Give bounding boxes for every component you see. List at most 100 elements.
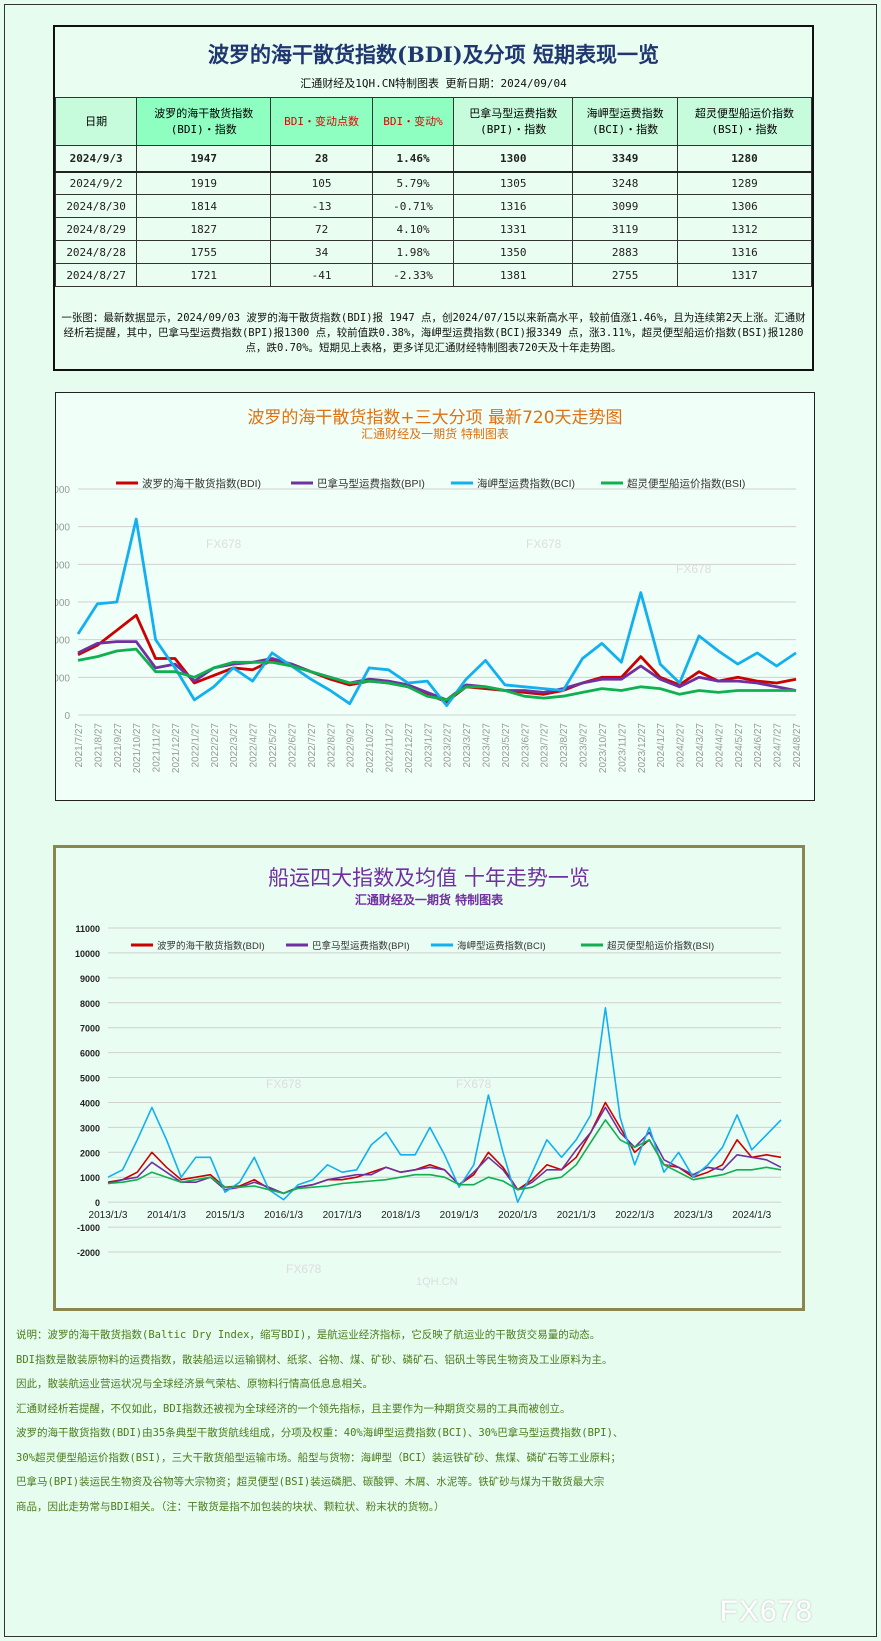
fx678-watermark: FX678 [266,1077,302,1091]
x-tick-label: 2022/12/27 [404,723,415,773]
x-tick-label: 2022/9/27 [346,723,357,768]
table-cell: 1721 [136,263,272,287]
note-line: 巴拿马(BPI)装运民生物资及谷物等大宗物资；超灵便型(BSI)装运磷肥、碳酸钾… [16,1476,605,1488]
legend-label: 巴拿马型运费指数(BPI) [317,477,425,490]
note-line: 商品，因此走势常与BDI相关。（注：干散货是指不加包装的块状、颗粒状、粉末状的货… [16,1500,445,1513]
legend-label: 波罗的海干散货指数(BDI) [142,477,261,490]
fx678-watermark: FX678 [286,1262,322,1276]
y-tick-label: 0 [64,711,70,722]
x-tick-label: 2022/1/3 [615,1210,654,1221]
table-cell: 2024/8/30 [54,194,138,218]
summary-text: 一张图：最新数据显示，2024/09/03 波罗的海干散货指数(BDI)报 19… [61,312,806,354]
note-line: 因此，散装航运业营运状况与全球经济景气荣枯、原物料行情高低息息相关。 [16,1378,373,1390]
x-tick-label: 2023/6/27 [520,723,531,768]
table-row: 2024/8/27 1721 -41 -2.33% 1381 2755 1317 [54,263,813,287]
x-tick-label: 2023/12/27 [637,723,648,773]
x-tick-label: 2021/7/27 [74,723,85,768]
column-header: 巴拿马型运费指数 (BPI)・指数 [453,97,574,146]
x-tick-label: 2021/10/27 [132,723,143,773]
table-cell: 1316 [676,240,813,264]
table-cell: 3119 [572,217,678,241]
legend-label: 海岬型运费指数(BCI) [477,477,575,490]
table-cell: -13 [270,194,373,218]
x-tick-label: 2022/4/27 [249,723,260,768]
table-cell: 1350 [453,240,574,264]
x-tick-label: 2024/1/3 [732,1210,771,1221]
x-tick-label: 2024/4/27 [714,723,725,768]
table-cell: -41 [270,263,373,287]
x-tick-label: 2021/1/3 [557,1210,596,1221]
chart-ten-year: 船运四大指数及均值 十年走势一览 汇通财经及一期货 特制图表 -2000 -100… [53,845,805,1311]
table-cell: 1755 [136,240,272,264]
x-tick-label: 2022/8/27 [326,723,337,768]
legend-label: 超灵便型船运价指数(BSI) [627,477,745,490]
x-tick-label: 2024/7/27 [773,723,784,768]
fx678-watermark: FX678 [719,1595,813,1628]
table-row: 2024/9/2 1919 105 5.79% 1305 3248 1289 [54,171,813,195]
series-line [107,1007,782,1204]
y-tick-label: 9000 [80,974,100,984]
column-header: 波罗的海干散货指数 (BDI)・指数 [136,97,272,146]
x-tick-label: 2022/5/27 [268,723,279,768]
table-row: 2024/8/30 1814 -13 -0.71% 1316 3099 1306 [54,194,813,218]
x-tick-label: 2024/8/27 [792,723,803,768]
table-cell: 3248 [572,171,678,195]
fx678-watermark: FX678 [456,1077,492,1091]
x-tick-label: 2022/6/27 [287,723,298,768]
explanation-notes: 说明：波罗的海干散货指数(Baltic Dry Index，缩写BDI)，是航运… [16,1323,866,1519]
series-line [76,517,797,708]
table-cell: 4.10% [371,217,455,241]
fx678-watermark: FX678 [206,537,242,551]
table-cell: 1280 [676,145,813,173]
y-tick-label: -1000 [77,1223,100,1233]
chart1-subtitle: 汇通财经及一期货 特制图表 [361,427,509,441]
table-cell: 1312 [676,217,813,241]
y-tick-label: 10000 [75,949,100,959]
x-tick-label: 2013/1/3 [89,1210,128,1221]
chart-720-day: 波罗的海干散货指数+三大分项 最新720天走势图 汇通财经及一期货 特制图表 0… [55,392,815,801]
table-cell: 3349 [572,145,678,173]
x-tick-label: 2023/2/27 [443,723,454,768]
note-line: 30%超灵便型船运价指数(BSI)，三大干散货船型运输市场。船型与货物：海岬型（… [16,1451,622,1464]
table-cell: -0.71% [371,194,455,218]
fx678-watermark: FX678 [676,562,712,576]
column-header: 海岬型运费指数 (BCI)・指数 [572,97,678,146]
table-cell: 1381 [453,263,574,287]
series-line [107,1119,782,1195]
x-tick-label: 2023/10/27 [598,723,609,773]
y-tick-label: 4000 [56,636,70,647]
x-tick-label: 2023/11/27 [617,723,628,773]
table-cell: 105 [270,171,373,195]
x-tick-label: 2021/8/27 [93,723,104,768]
table-cell: 28 [270,145,373,173]
x-tick-label: 2023/9/27 [579,723,590,768]
y-tick-label: 5000 [80,1074,100,1084]
note-line: 说明：波罗的海干散货指数(Baltic Dry Index，缩写BDI)，是航运… [16,1329,601,1341]
chart2-title: 船运四大指数及均值 十年走势一览 [268,866,590,890]
table-cell: 2024/8/29 [54,217,138,241]
column-header: 日期 [54,97,138,146]
series-line [77,647,796,702]
table-row: 2024/8/28 1755 34 1.98% 1350 2883 1316 [54,240,813,264]
table-cell: 2024/8/27 [54,263,138,287]
x-tick-label: 2023/3/27 [462,723,473,768]
table-cell: 1947 [136,145,272,173]
table-row: 2024/8/29 1827 72 4.10% 1331 3119 1312 [54,217,813,241]
legend-label: 波罗的海干散货指数(BDI) [157,940,265,952]
legend-label: 巴拿马型运费指数(BPI) [312,940,410,952]
x-tick-label: 2022/3/27 [229,723,240,768]
column-header: 超灵便型船运价指数 (BSI)・指数 [676,97,813,146]
y-tick-label: -2000 [77,1248,100,1258]
x-tick-label: 2021/11/27 [152,723,163,773]
x-tick-label: 2018/1/3 [381,1210,420,1221]
x-tick-label: 2023/4/27 [482,723,493,768]
x-tick-label: 2022/2/27 [210,723,221,768]
y-tick-label: 2000 [56,673,70,684]
table-title: 波罗的海干散货指数(BDI)及分项 短期表现一览 [208,42,659,67]
y-tick-label: 2000 [80,1148,100,1158]
note-line: 汇通财经析若提醒，不仅如此，BDI指数还被视为全球经济的一个领先指标，且主要作为… [16,1402,571,1415]
x-tick-label: 2017/1/3 [323,1210,362,1221]
x-tick-label: 2014/1/3 [147,1210,186,1221]
table-cell: 1827 [136,217,272,241]
y-tick-label: 4000 [80,1098,100,1108]
